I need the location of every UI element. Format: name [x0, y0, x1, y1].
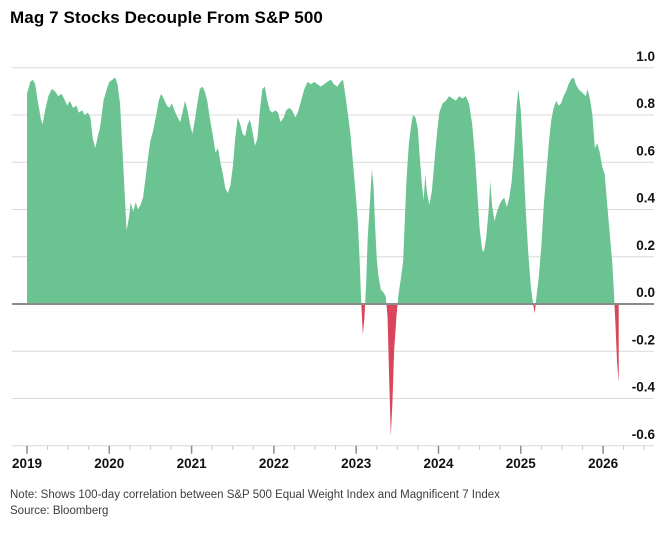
x-axis-label-2019: 2019 [12, 456, 42, 471]
x-axis-label-2021: 2021 [177, 456, 208, 471]
note-text: Note: Shows 100-day correlation between … [10, 489, 500, 501]
x-axis-label-2023: 2023 [341, 456, 372, 471]
x-axis-label-2025: 2025 [506, 456, 537, 471]
chart-canvas: 2019 2020 2021 2022 2023 2024 2025 2026 1.0 0.8 0.… [12, 49, 656, 471]
y-axis-label-0: 0.0 [636, 285, 655, 300]
chart-footnote: Note: Shows 100-day correlation between … [10, 488, 500, 519]
y-axis-label-0.6: 0.6 [636, 143, 655, 158]
y-axis-label--0.2: -0.2 [632, 332, 655, 347]
source-text: Source: Bloomberg [10, 504, 109, 517]
y-axis-label--0.4: -0.4 [632, 380, 656, 395]
y-axis-label-1: 1.0 [636, 49, 655, 64]
correlation-area-chart: 2019 2020 2021 2022 2023 2024 2025 2026 1.0 0.8 0.… [0, 40, 670, 485]
x-axis-label-2022: 2022 [259, 456, 289, 471]
x-axis-label-2020: 2020 [94, 456, 124, 471]
y-axis-label-0.4: 0.4 [636, 191, 655, 206]
y-axis-label--0.6: -0.6 [632, 427, 656, 442]
page-title: Mag 7 Stocks Decouple From S&P 500 [10, 8, 323, 27]
y-axis-label-0.2: 0.2 [636, 238, 655, 253]
x-axis-label-2026: 2026 [588, 456, 619, 471]
y-axis-label-0.8: 0.8 [636, 96, 655, 111]
x-axis-label-2024: 2024 [423, 456, 454, 471]
area-series-positive [27, 77, 619, 304]
